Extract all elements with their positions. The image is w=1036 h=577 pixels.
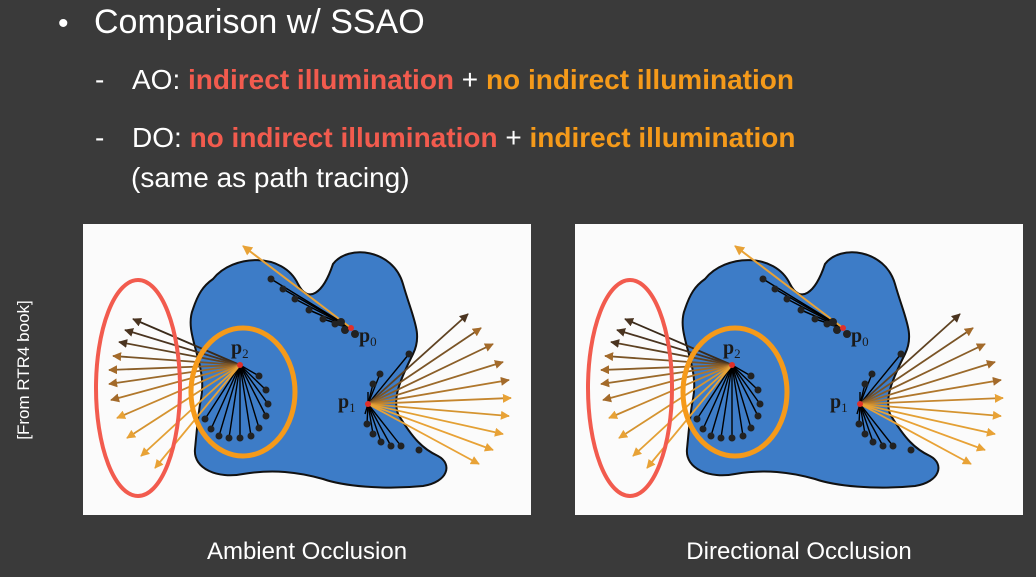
p2-dots (201, 372, 272, 442)
blob-shape (681, 251, 940, 489)
bullet-text: Comparison w/ SSAO (94, 3, 425, 41)
p2-escape-rays (600, 318, 733, 469)
ao-plus: + (454, 64, 486, 95)
source-note: [From RTR4 book] (14, 300, 33, 440)
red-highlight-ellipse (586, 278, 674, 498)
p0-escape-ray (734, 245, 844, 329)
dash-marker: - (95, 122, 105, 153)
do-prefix: DO: (132, 122, 190, 153)
p0-point (348, 325, 354, 331)
p1-rays (856, 353, 902, 447)
p2-label: p2 (231, 337, 249, 361)
ao-prefix: AO: (132, 64, 189, 95)
p2-rays (204, 364, 269, 439)
p2-dots (693, 372, 764, 442)
p0-dots (759, 275, 851, 338)
orange-highlight-ellipse (680, 325, 790, 459)
ao-highlight-orange: no indirect illumination (485, 64, 794, 95)
do-note: (same as path tracing) (131, 162, 410, 193)
p0-label: p0 (851, 325, 869, 349)
ambient-occlusion-diagram: p0 p1 p2 (94, 245, 512, 498)
p2-escape-rays (108, 318, 241, 469)
sub-bullet-ao: - AO: indirect illumination + no indirect… (95, 63, 794, 97)
do-highlight-red: no indirect illumination (189, 122, 498, 153)
p2-point (237, 362, 243, 368)
p0-point (840, 325, 846, 331)
bullet-marker: • (58, 7, 69, 40)
red-highlight-ellipse (94, 278, 182, 498)
orange-highlight-ellipse (188, 325, 298, 459)
p1-escape-rays (367, 313, 512, 465)
p0-dots (267, 275, 359, 338)
blob-shape (189, 251, 448, 489)
figure-ambient-occlusion: p0 p1 p2 (83, 224, 531, 515)
main-bullet: • Comparison w/ SSAO (58, 2, 425, 44)
caption-ambient-occlusion: Ambient Occlusion (206, 538, 408, 565)
p2-label: p2 (723, 337, 741, 361)
p1-escape-rays (859, 313, 1004, 465)
directional-occlusion-diagram: p0 p1 p2 (586, 245, 1004, 498)
dash-marker: - (95, 64, 105, 95)
sub-bullet-do: - DO: no indirect illumination + indirect… (95, 121, 796, 155)
p2-point (729, 362, 735, 368)
ao-highlight-red: indirect illumination (188, 64, 455, 95)
p1-dots (855, 350, 915, 454)
figure-directional-occlusion: p0 p1 p2 (575, 224, 1023, 515)
p1-point (857, 401, 863, 407)
do-plus: + (497, 122, 530, 153)
caption-directional-occlusion: Directional Occlusion (686, 538, 912, 565)
p2-rays (696, 364, 761, 439)
p1-label: p1 (830, 391, 848, 415)
p1-label: p1 (338, 391, 356, 415)
do-highlight-orange: indirect illumination (529, 122, 796, 153)
p1-dots (363, 350, 423, 454)
p0-escape-ray (242, 245, 352, 329)
p1-point (365, 401, 371, 407)
p0-label: p0 (359, 325, 377, 349)
